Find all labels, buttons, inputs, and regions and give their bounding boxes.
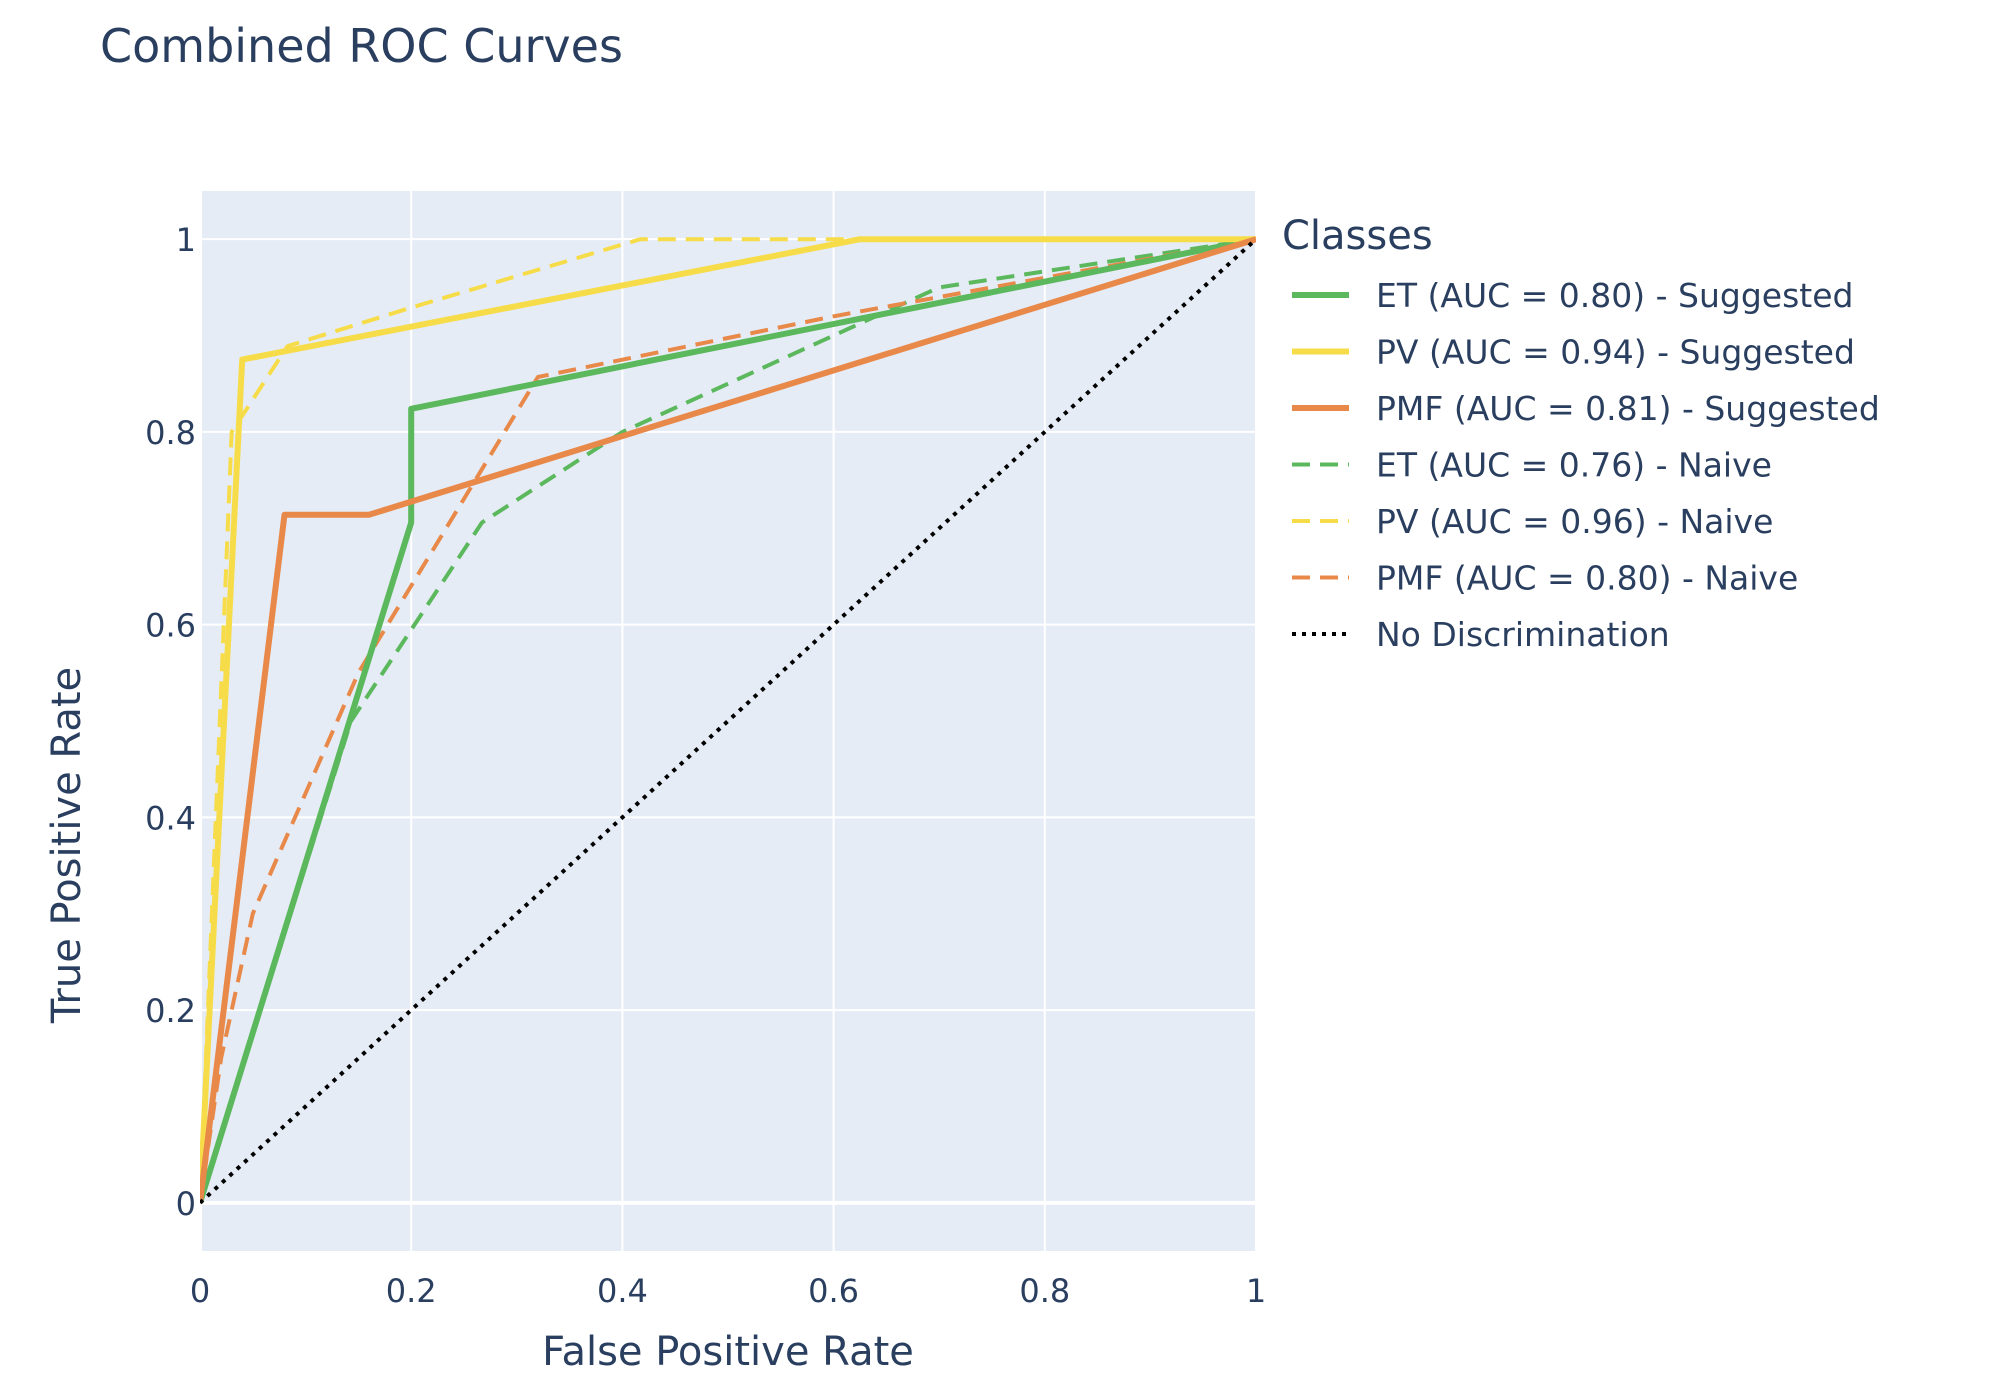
series-line-0	[200, 236, 1256, 1204]
x-tick-label: 0	[190, 1272, 210, 1310]
y-tick-label: 0.2	[145, 992, 196, 1030]
x-tick-label: 1	[1246, 1272, 1266, 1310]
series-line-5	[200, 237, 1256, 1204]
x-axis-title: False Positive Rate	[542, 1329, 914, 1375]
legend-label: PMF (AUC = 0.81) - Suggested	[1376, 389, 1880, 428]
series-line-2	[200, 236, 1256, 1204]
legend-label: No Discrimination	[1376, 615, 1670, 654]
legend-label: PMF (AUC = 0.80) - Naive	[1376, 559, 1798, 598]
series-line-1	[200, 236, 1256, 1203]
plot-area	[200, 191, 1256, 1251]
legend-label: PV (AUC = 0.94) - Suggested	[1376, 333, 1855, 372]
series-lines	[200, 236, 1256, 1205]
legend-items: ET (AUC = 0.80) - Suggested PV (AUC = 0.9…	[1292, 276, 1880, 654]
y-tick-label: 0	[176, 1185, 196, 1223]
y-tick-label: 1	[176, 221, 196, 259]
legend: Classes ET (AUC = 0.80) - Suggested PV (A…	[1282, 213, 1880, 654]
axis-ticks: 0 0.2 0.4 0.6 0.8 1 0 0.2 0.4 0.6 0.8 1	[145, 221, 1266, 1310]
x-tick-label: 0.2	[386, 1272, 437, 1310]
y-tick-label: 0.8	[145, 414, 196, 452]
x-tick-label: 0.8	[1019, 1272, 1070, 1310]
x-tick-label: 0.4	[597, 1272, 648, 1310]
y-tick-label: 0.4	[145, 799, 196, 837]
legend-label: ET (AUC = 0.80) - Suggested	[1376, 276, 1853, 315]
legend-title: Classes	[1282, 213, 1433, 259]
chart-title: Combined ROC Curves	[100, 19, 623, 73]
legend-label: ET (AUC = 0.76) - Naive	[1376, 446, 1772, 485]
y-tick-label: 0.6	[145, 607, 196, 645]
y-axis-title: True Positive Rate	[44, 667, 90, 1024]
series-line-6	[200, 237, 1256, 1205]
series-line-4	[200, 237, 1256, 1203]
x-tick-label: 0.6	[808, 1272, 859, 1310]
legend-label: PV (AUC = 0.96) - Naive	[1376, 502, 1773, 541]
